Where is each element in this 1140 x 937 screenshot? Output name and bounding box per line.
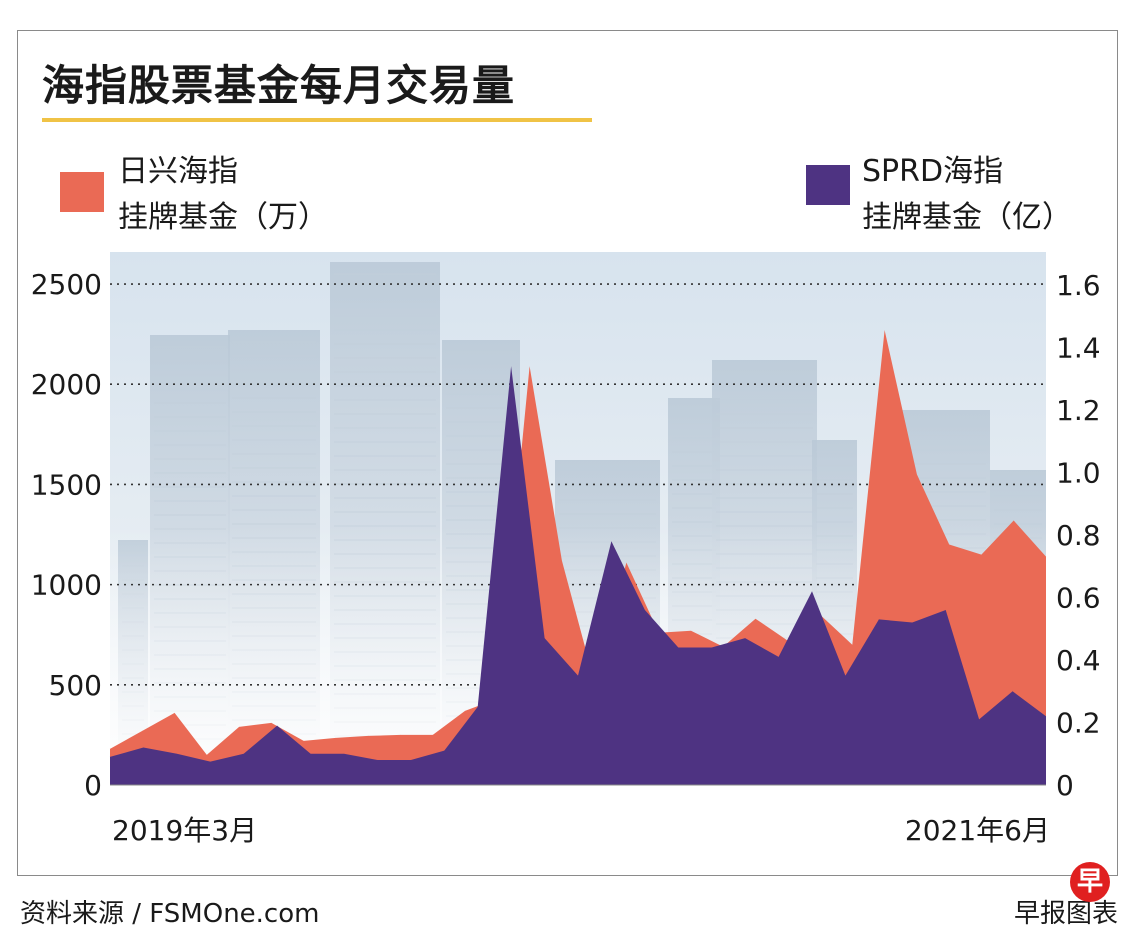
right-axis-tick-label: 0.4: [1056, 644, 1101, 677]
x-axis-end-label: 2021年6月: [905, 814, 1050, 847]
right-axis-tick-label: 0.6: [1056, 582, 1101, 615]
publisher-badge-icon: 早: [1070, 862, 1110, 902]
left-axis-tick-label: 1000: [31, 569, 102, 602]
series-area-sprd: [110, 366, 1046, 785]
right-axis-tick-label: 1.2: [1056, 394, 1101, 427]
right-axis-tick-label: 0.2: [1056, 707, 1101, 740]
chart-frame: [17, 30, 1118, 876]
chart-title: 海指股票基金每月交易量: [42, 61, 516, 110]
right-axis-tick-label: 0.8: [1056, 519, 1101, 552]
left-axis-tick-label: 1500: [31, 468, 102, 501]
gridlines: [110, 283, 1046, 686]
left-axis-tick-label: 500: [49, 669, 102, 702]
legend-swatch-sprd: [806, 165, 850, 205]
title-underline: [42, 118, 592, 122]
right-axis-tick-label: 1.0: [1056, 457, 1101, 490]
left-axis-tick-label: 2500: [31, 268, 102, 301]
legend-label-sprd-line1: SPRD海指: [862, 154, 1004, 189]
left-axis-tick-label: 0: [84, 769, 102, 802]
x-axis-start-label: 2019年3月: [112, 814, 257, 847]
legend-label-nikko-line2: 挂牌基金（万）: [118, 200, 328, 235]
right-axis-tick-label: 0: [1056, 769, 1074, 802]
right-axis-tick-label: 1.6: [1056, 269, 1101, 302]
right-axis-tick-label: 1.4: [1056, 332, 1101, 365]
axes: 0 500 1000 1500 2000 2500 0 0.2 0.4 0.6 0.8 1.0 1.2 1…: [31, 268, 1101, 802]
legend-swatch-nikko: [60, 172, 104, 212]
legend-label-sprd-line2: 挂牌基金（亿）: [862, 200, 1072, 235]
publisher-label: 早报图表: [1013, 899, 1118, 929]
left-axis-tick-label: 2000: [31, 368, 102, 401]
data-areas: [109, 330, 1047, 785]
source-credit: 资料来源 / FSMOne.com: [20, 899, 320, 929]
legend-label-nikko-line1: 日兴海指: [118, 154, 238, 189]
